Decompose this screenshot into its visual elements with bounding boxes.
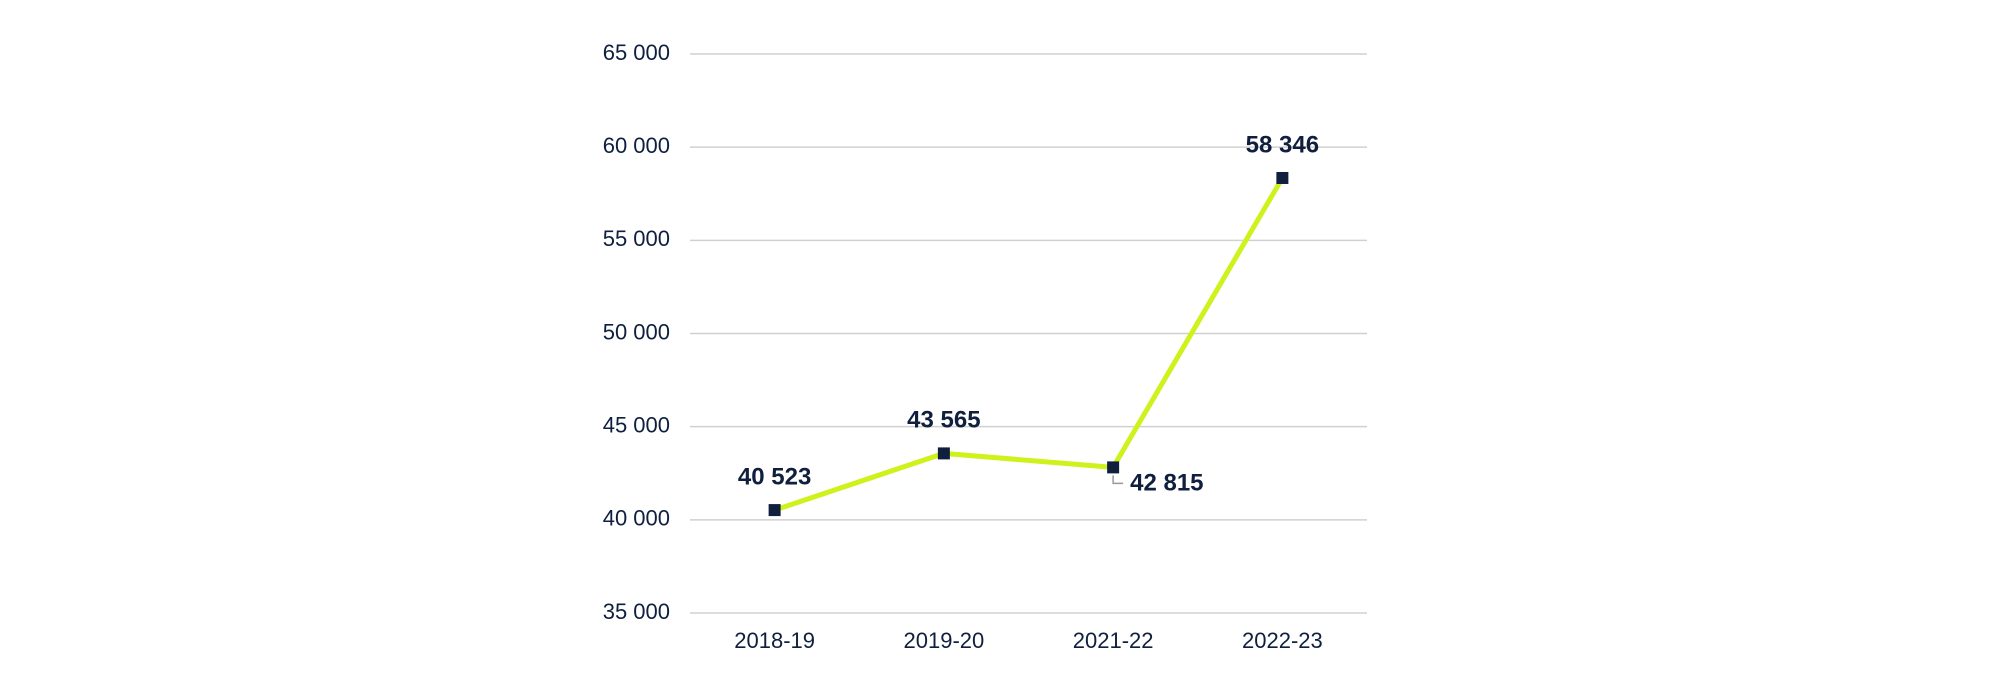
marker: [937, 447, 950, 460]
x-tick-label: 2019-20: [904, 628, 985, 653]
y-tick-label: 40 000: [603, 506, 670, 531]
data-label: 58 346: [1246, 131, 1319, 158]
y-tick-label: 65 000: [603, 40, 670, 65]
x-tick-label: 2018-19: [734, 628, 815, 653]
data-label: 40 523: [738, 463, 811, 490]
data-label: 43 565: [907, 407, 980, 434]
marker: [768, 504, 781, 517]
x-tick-label: 2021-22: [1073, 628, 1154, 653]
line: [773, 176, 1285, 513]
marker: [1107, 461, 1120, 474]
y-tick-label: 45 000: [603, 412, 670, 437]
y-tick-label: 50 000: [603, 319, 670, 344]
y-tick-label: 55 000: [603, 226, 670, 251]
y-tick-label: 60 000: [603, 133, 670, 158]
x-tick-label: 2022-23: [1242, 628, 1323, 653]
data-label: 42 815: [1130, 470, 1203, 497]
marker: [1276, 171, 1289, 184]
y-tick-label: 35 000: [603, 599, 670, 624]
leader-line: [1112, 475, 1124, 485]
